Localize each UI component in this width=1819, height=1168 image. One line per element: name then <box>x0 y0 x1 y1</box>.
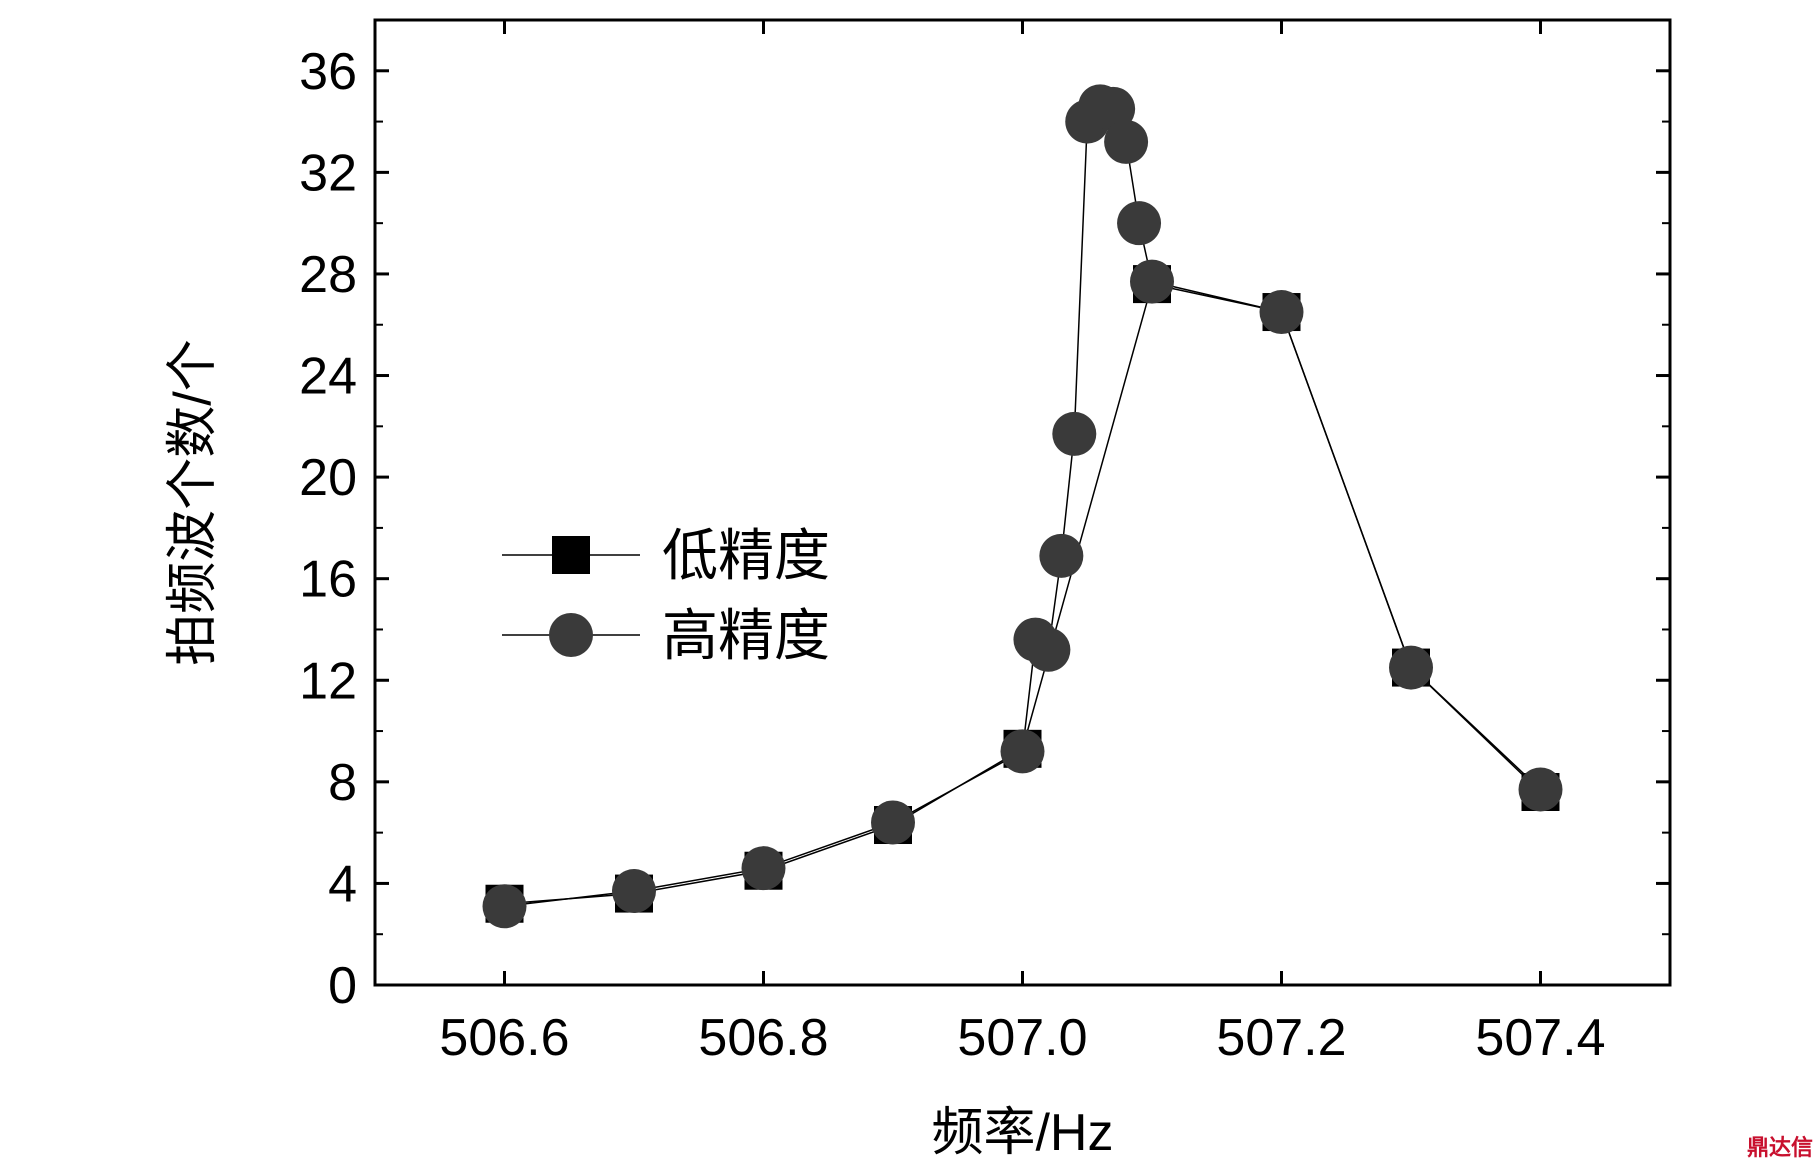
data-point-circle <box>612 869 656 914</box>
y-tick-label: 28 <box>299 246 357 304</box>
watermark-logo: 鼎达信 <box>1746 1136 1813 1161</box>
data-point-circle <box>1130 259 1174 304</box>
y-tick-label: 4 <box>328 855 357 913</box>
y-tick-label: 32 <box>299 144 357 202</box>
y-tick-label: 8 <box>328 754 357 812</box>
y-tick-label: 0 <box>328 957 357 1015</box>
data-point-circle <box>1000 729 1045 774</box>
data-point-circle <box>1026 627 1071 672</box>
data-point-circle <box>482 884 527 929</box>
data-point-circle <box>1117 201 1162 246</box>
data-point-circle <box>1518 767 1563 812</box>
data-point-circle <box>1091 86 1136 131</box>
data-point-circle <box>1389 645 1433 690</box>
data-point-circle <box>1052 411 1097 456</box>
series-layer <box>482 84 1563 929</box>
y-axis-label: 拍频波个数/个 <box>164 339 222 665</box>
data-point-circle <box>871 800 915 845</box>
data-point-circle <box>1259 290 1304 335</box>
data-point-circle <box>1104 119 1149 164</box>
data-point-circle <box>741 846 786 891</box>
x-axis-label: 频率/Hz <box>931 1104 1113 1162</box>
axis-ticks: 0 4 8 12 16 20 24 28 32 36 506.6 506.8 507.0 507.2 507… <box>299 20 1670 1067</box>
x-tick-label: 506.8 <box>698 1009 828 1067</box>
x-tick-label: 507.0 <box>957 1009 1087 1067</box>
y-tick-label: 20 <box>299 449 357 507</box>
legend-marker-square <box>552 536 590 574</box>
y-tick-label: 16 <box>299 551 357 609</box>
data-point-circle <box>1039 533 1084 578</box>
x-tick-label: 506.6 <box>439 1009 569 1067</box>
x-tick-label: 507.2 <box>1216 1009 1346 1067</box>
y-tick-label: 24 <box>299 348 357 406</box>
legend-label: 低精度 <box>662 524 830 587</box>
x-tick-label: 507.4 <box>1475 1009 1605 1067</box>
y-tick-label: 36 <box>299 43 357 101</box>
y-tick-label: 12 <box>299 652 357 710</box>
legend-marker-circle <box>549 613 593 657</box>
series-line-1 <box>504 105 1542 908</box>
legend-label: 高精度 <box>662 604 830 667</box>
